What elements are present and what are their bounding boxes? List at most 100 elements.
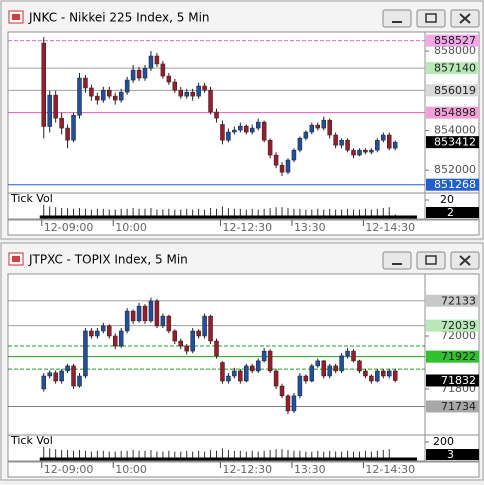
candle-body (71, 365, 76, 387)
candle-body (47, 94, 52, 127)
candle-body (291, 149, 297, 161)
candle-body (267, 350, 273, 372)
x-tick-label: 12-12:30 (222, 463, 272, 476)
last-volume-label: 3 (447, 448, 454, 461)
candle-body (321, 360, 326, 377)
x-tick-label: 12-09:00 (44, 463, 94, 476)
candle-body (315, 360, 321, 367)
candle-body (65, 365, 70, 372)
minimize-button[interactable] (382, 9, 412, 28)
candle-body (261, 350, 267, 362)
candle-body (357, 149, 362, 156)
candle-body (95, 330, 100, 337)
candle-body (178, 89, 184, 97)
level-label: 71734 (441, 400, 476, 413)
candle-body (196, 330, 201, 337)
x-tick-label: 12-09:00 (44, 221, 94, 234)
volume-label: Tick Vol (10, 434, 53, 447)
candle-body (112, 95, 118, 101)
restore-button[interactable] (416, 9, 446, 28)
candle-body (285, 395, 291, 412)
candle-body (273, 370, 279, 387)
candle-body (273, 154, 279, 166)
last-price-box (426, 374, 479, 387)
level-label: 851268 (434, 178, 476, 191)
candle-body (345, 139, 350, 151)
candle-body (107, 325, 112, 337)
window-title: JNKC - Nikkei 225 Index, 5 Min (28, 11, 210, 25)
candle-body (279, 164, 285, 173)
candle-body (339, 355, 344, 372)
candle-body (309, 124, 315, 133)
candle-body (136, 305, 142, 322)
candle-body (220, 362, 225, 382)
candle-body (47, 372, 52, 377)
candle-body (303, 131, 309, 139)
icon (425, 13, 437, 23)
candle-body (363, 149, 368, 153)
last-price-box (426, 136, 479, 149)
y-tick-label: 858000 (434, 44, 476, 57)
candle-body (154, 300, 160, 327)
candle-body (357, 360, 362, 372)
candle-body (255, 360, 261, 372)
candle-body (291, 395, 297, 412)
candle-body (190, 330, 195, 352)
candle-body (244, 365, 249, 382)
candle-body (321, 119, 326, 129)
app-icon-mark (12, 14, 20, 20)
candle-body (226, 131, 231, 141)
level-label: 858527 (434, 34, 476, 47)
level-box (426, 350, 479, 363)
candle-body (208, 315, 213, 342)
plot-area (7, 273, 426, 462)
x-tick-label: 13:30 (294, 463, 326, 476)
candle-body (369, 375, 374, 382)
level-box (426, 106, 479, 119)
candle-body (41, 375, 46, 390)
candle-body (208, 89, 213, 113)
x-tick-label: 12-14:30 (365, 221, 415, 234)
last-volume-label: 2 (447, 206, 454, 219)
time-axis (7, 461, 480, 478)
candle-body (89, 330, 94, 337)
candle-body (107, 89, 112, 97)
candle-body (83, 77, 88, 89)
volume-label: Tick Vol (10, 192, 53, 205)
candle-body (267, 139, 273, 156)
candle-body (59, 117, 64, 129)
candle-body (101, 325, 106, 332)
candle-body (363, 370, 368, 377)
candle-body (160, 63, 166, 77)
candle-body (118, 330, 124, 347)
candle-body (142, 305, 148, 322)
icon (459, 255, 471, 266)
candle-body (249, 127, 255, 133)
candle-body (309, 365, 315, 382)
candle-body (255, 121, 261, 129)
candle-body (41, 42, 46, 127)
level-box (426, 62, 479, 75)
minimize-button[interactable] (382, 251, 412, 270)
candle-body (244, 125, 249, 133)
candle-body (381, 370, 386, 377)
candle-body (303, 375, 309, 382)
icon (459, 13, 471, 24)
candle-body (124, 310, 130, 332)
candle-body (297, 375, 303, 397)
candle-body (392, 141, 398, 149)
candle-body (339, 139, 344, 146)
app-icon-mark (12, 256, 20, 262)
y-tick-label: 72000 (441, 329, 476, 342)
candle-body (238, 125, 243, 131)
restore-button[interactable] (416, 251, 446, 270)
last-volume-box (426, 207, 479, 218)
candle-body (172, 330, 178, 342)
level-box (426, 400, 479, 413)
level-label: 72039 (441, 319, 476, 332)
candle-body (261, 121, 267, 141)
candle-body (214, 340, 219, 357)
candle-body (285, 159, 291, 173)
candle-body (154, 55, 160, 65)
candle-body (351, 149, 356, 156)
